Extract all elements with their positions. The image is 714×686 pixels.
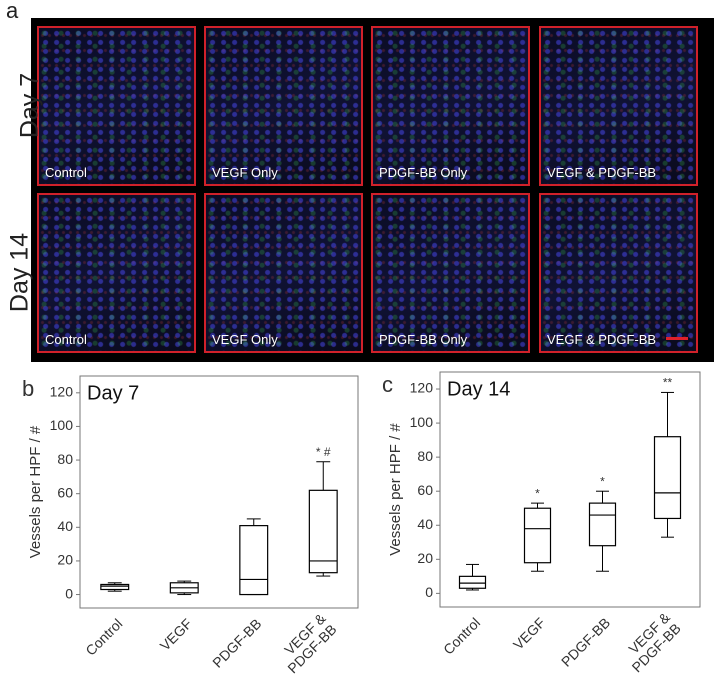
significance: *	[600, 474, 605, 488]
micrograph: VEGF Only	[204, 193, 363, 353]
box	[653, 436, 682, 520]
chart-title: Day 7	[87, 382, 139, 404]
box	[458, 575, 487, 589]
y-tick-label: 80	[57, 451, 73, 467]
y-tick-label: 100	[410, 414, 434, 430]
panel-label: c	[382, 372, 393, 397]
box	[523, 507, 552, 564]
panel-label: a	[6, 0, 19, 23]
plot-frame	[439, 371, 701, 608]
y-tick-label: 20	[417, 550, 433, 566]
row-label: Day 7	[15, 72, 44, 139]
y-tick-label: 80	[417, 448, 433, 464]
y-axis-label: Vessels per HPF / #	[27, 425, 44, 558]
y-tick-label: 60	[417, 482, 433, 498]
x-tick-label: VEGF	[510, 614, 548, 652]
box	[588, 502, 617, 547]
box	[100, 583, 130, 591]
chart-title: Day 14	[447, 378, 510, 400]
y-tick-label: 40	[417, 516, 433, 532]
tile-caption: PDGF-BB Only	[379, 332, 468, 347]
micrograph: PDGF-BB Only	[371, 193, 530, 353]
tile-caption: VEGF Only	[212, 332, 278, 347]
x-tick-label: VEGF	[157, 615, 195, 653]
x-tick-label: PDGF-BB	[209, 615, 264, 670]
y-tick-label: 20	[57, 552, 73, 568]
tile-caption: Control	[45, 332, 87, 347]
tile-caption: VEGF & PDGF-BB	[547, 332, 657, 347]
x-tick-label: VEGF &PDGF-BB	[617, 609, 684, 676]
plot-frame	[79, 375, 359, 609]
tile-caption: VEGF Only	[212, 165, 278, 180]
significance: * #	[316, 445, 331, 459]
panel-label: b	[22, 376, 34, 401]
significance: *	[535, 486, 540, 500]
box	[308, 489, 338, 574]
y-tick-label: 0	[425, 584, 433, 600]
y-tick-label: 40	[57, 518, 73, 534]
row-label: Day 14	[5, 232, 34, 313]
tile-caption: Control	[45, 165, 87, 180]
tile-caption: VEGF & PDGF-BB	[547, 165, 657, 180]
y-tick-label: 120	[50, 384, 74, 400]
x-tick-label: PDGF-BB	[558, 614, 613, 669]
tile-caption: PDGF-BB Only	[379, 165, 468, 180]
micrograph: VEGF & PDGF-BB	[539, 26, 698, 186]
micrograph: VEGF Only	[204, 26, 363, 186]
y-tick-label: 100	[50, 417, 74, 433]
y-tick-label: 0	[65, 585, 73, 601]
micrograph: VEGF & PDGF-BB	[539, 193, 698, 353]
box	[239, 525, 269, 596]
micrograph: PDGF-BB Only	[371, 26, 530, 186]
significance: **	[663, 376, 673, 390]
x-tick-label: Control	[82, 615, 125, 658]
micrograph: Control	[37, 26, 196, 186]
x-tick-label: Control	[440, 614, 483, 657]
y-axis-label: Vessels per HPF / #	[387, 423, 404, 556]
micrograph: Control	[37, 193, 196, 353]
y-tick-label: 60	[57, 484, 73, 500]
scale-bar	[666, 337, 688, 340]
y-tick-label: 120	[410, 380, 434, 396]
image-grid: Control VEGF Only PDGF-BB Only VEGF & PDGF-…	[31, 18, 714, 362]
x-tick-label: VEGF &PDGF-BB	[273, 610, 340, 677]
